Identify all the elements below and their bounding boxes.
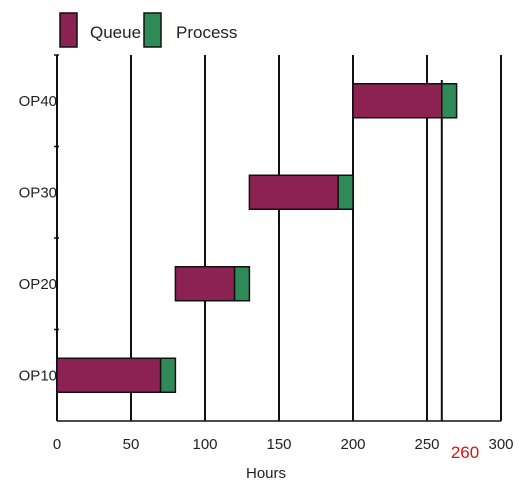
- x-axis-title: Hours: [246, 465, 286, 482]
- bar-OP40-queue: [352, 83, 443, 119]
- y-label-OP20: OP20: [19, 276, 57, 293]
- legend-swatch-process: [143, 12, 162, 48]
- y-axis: OP10 OP20 OP30 OP40: [19, 54, 59, 384]
- y-label-OP10: OP10: [19, 367, 57, 384]
- x-tick-label-50: 50: [123, 436, 140, 453]
- bar-OP10-process: [159, 357, 177, 393]
- x-tick-label-0: 0: [53, 436, 61, 453]
- bar-OP30-queue: [248, 174, 339, 210]
- bar-OP10-queue: [56, 357, 162, 393]
- legend: Queue Process: [59, 12, 237, 48]
- x-tick-label-300: 300: [488, 436, 513, 453]
- x-tick-label-150: 150: [266, 436, 291, 453]
- annotation-260: 260: [451, 443, 479, 462]
- x-tick-label-250: 250: [414, 436, 439, 453]
- bars: [56, 83, 458, 393]
- bar-OP40-process: [441, 83, 458, 119]
- bar-OP20-queue: [174, 266, 236, 302]
- legend-swatch-queue: [59, 12, 78, 48]
- x-axis: 0 50 100 150 200 250 300: [53, 420, 514, 453]
- y-label-OP40: OP40: [19, 93, 57, 110]
- y-label-OP30: OP30: [19, 184, 57, 201]
- legend-label-queue: Queue: [90, 23, 141, 42]
- legend-label-process: Process: [176, 23, 237, 42]
- bar-OP20-process: [233, 266, 251, 302]
- x-tick-label-200: 200: [340, 436, 365, 453]
- x-tick-label-100: 100: [192, 436, 217, 453]
- bar-OP30-process: [337, 174, 354, 210]
